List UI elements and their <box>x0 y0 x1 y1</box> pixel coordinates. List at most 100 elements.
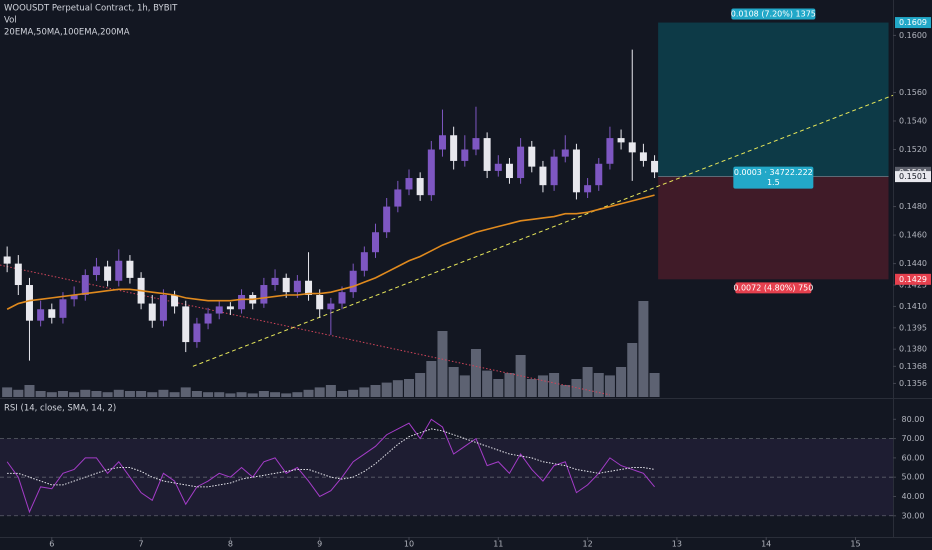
volume-bar <box>616 367 627 397</box>
candle-body <box>305 280 313 296</box>
candle-body <box>215 306 223 314</box>
x-tick-label: 6 <box>49 540 54 549</box>
volume-bar <box>281 393 292 397</box>
target-tag-label: 0.1609 <box>899 18 927 27</box>
x-tick-label: 9 <box>317 540 322 549</box>
candle-body <box>115 260 123 281</box>
y-tick-label: 0.1520 <box>899 145 927 154</box>
y-tick-label: 0.1410 <box>899 302 927 311</box>
candle-body <box>349 270 357 293</box>
volume-bar <box>191 391 202 397</box>
y-tick-label: 0.1368 <box>899 362 927 371</box>
volume-bar <box>504 373 515 397</box>
y-tick-label: 0.1560 <box>899 88 927 97</box>
candle-body <box>438 135 446 150</box>
volume-bar <box>560 385 571 397</box>
volume-bar <box>638 301 649 397</box>
y-tick-label: 0.1356 <box>899 379 927 388</box>
candle-body <box>316 295 324 310</box>
candle-body <box>483 138 491 171</box>
trendline <box>0 264 611 396</box>
volume-bar <box>46 392 57 397</box>
candle-body <box>226 306 234 310</box>
entry-tag <box>895 171 931 183</box>
y-tick-label: 50.00 <box>902 473 925 482</box>
candle-body <box>338 292 346 304</box>
volume-bar <box>270 392 281 397</box>
candle-body <box>25 285 33 321</box>
rsi-line <box>6 418 655 514</box>
volume-label: Vol <box>4 16 17 26</box>
x-tick-label: 15 <box>850 540 860 549</box>
stop-badge <box>735 282 812 294</box>
candle-body <box>595 163 603 186</box>
candle-body <box>450 135 458 161</box>
stop-tag-label: 0.1429 <box>899 275 927 284</box>
moving-average <box>6 194 655 310</box>
rsi-title: RSI (14, close, SMA, 14, 2) <box>4 404 116 414</box>
candle-body <box>550 156 558 186</box>
volume-bar <box>359 387 370 397</box>
candle-body <box>494 163 502 171</box>
volume-bar <box>627 343 638 397</box>
volume-bar <box>35 391 46 397</box>
candle-body <box>327 303 335 310</box>
candle-body <box>416 178 424 196</box>
volume-bar <box>158 389 169 397</box>
volume-bar <box>314 387 325 397</box>
chart-title: WOOUSDT Perpetual Contract, 1h, BYBIT <box>4 4 178 14</box>
y-tick-label: 80.00 <box>902 415 925 424</box>
candle-body <box>394 189 402 207</box>
candle-body <box>126 260 134 278</box>
volume-bar <box>91 391 102 397</box>
y-tick-label: 0.1395 <box>899 323 927 332</box>
volume-bar <box>649 373 660 397</box>
volume-bar <box>113 389 124 397</box>
candle-body <box>171 295 179 307</box>
target-badge <box>731 8 816 20</box>
volume-bar <box>482 370 493 397</box>
volume-bar <box>136 391 147 397</box>
candle-body <box>505 163 513 179</box>
candle-body <box>517 146 525 179</box>
candle-body <box>360 252 368 271</box>
candle-body <box>539 166 547 186</box>
y-tick-label: 30.00 <box>902 511 925 520</box>
volume-bar <box>582 367 593 397</box>
volume-bar <box>303 389 314 397</box>
volume-bar <box>57 391 68 397</box>
volume-bar <box>325 385 336 397</box>
candle-body <box>584 185 592 193</box>
volume-bar <box>292 392 303 397</box>
volume-bar <box>258 391 269 397</box>
volume-bar <box>147 392 158 397</box>
trendline <box>192 94 894 367</box>
candle-body <box>561 149 569 157</box>
candle-body <box>651 160 659 173</box>
volume-bar <box>493 379 504 397</box>
entry-text: 0.0003 · 34722.222 <box>734 168 813 177</box>
y-tick-label: 0.1540 <box>899 116 927 125</box>
ratio-text: 1.5 <box>767 178 780 187</box>
volume-bar <box>470 349 481 397</box>
volume-bar <box>526 379 537 397</box>
volume-bar <box>604 375 615 397</box>
volume-bar <box>24 385 35 397</box>
volume-bar <box>80 389 91 397</box>
y-tick-label: 0.1600 <box>899 31 927 40</box>
candle-body <box>617 138 625 143</box>
y-tick-label: 0.1460 <box>899 231 927 240</box>
candle-body <box>92 266 100 276</box>
volume-bar <box>214 392 225 397</box>
volume-bar <box>236 392 247 397</box>
y-tick-label: 70.00 <box>902 434 925 443</box>
entry-tag-label: 0.1501 <box>899 172 927 181</box>
volume-bar <box>426 361 437 397</box>
volume-bar <box>348 389 359 397</box>
rsi-line <box>7 428 655 488</box>
volume-bar <box>124 391 135 397</box>
volume-bar <box>537 375 548 397</box>
candle-body <box>204 313 212 324</box>
